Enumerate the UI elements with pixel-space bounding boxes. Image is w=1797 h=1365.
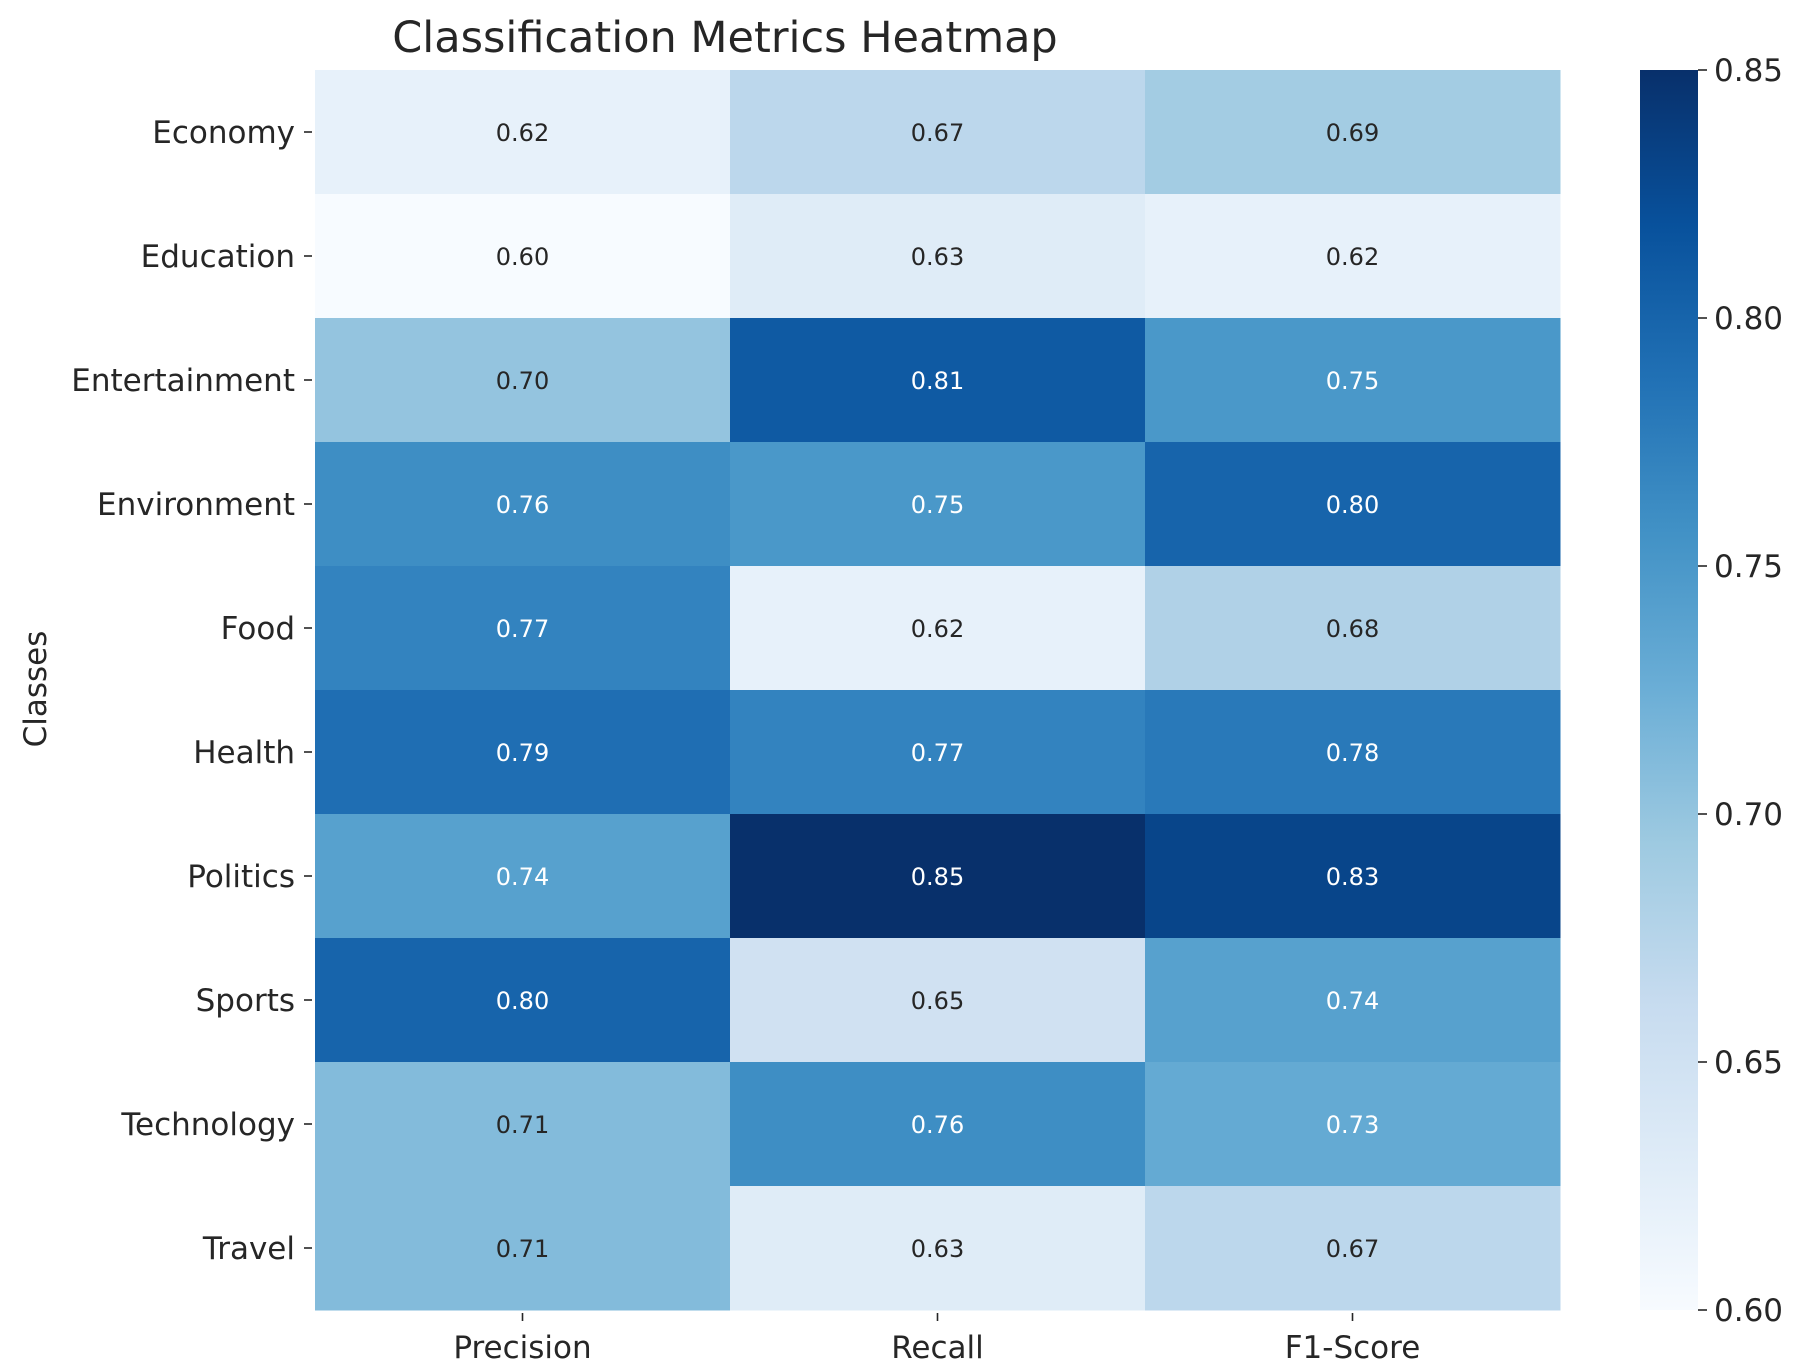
heatmap-cell-economy-precision xyxy=(315,70,731,195)
cell-value-sports-f1-score: 0.74 xyxy=(1326,987,1379,1015)
heatmap-cell-politics-precision xyxy=(315,814,731,939)
cell-value-travel-recall: 0.63 xyxy=(911,1235,964,1263)
cell-value-education-f1-score: 0.62 xyxy=(1326,243,1379,271)
y-tick-label-food: Food xyxy=(221,611,295,647)
heatmap-cell-environment-recall xyxy=(730,442,1146,567)
cell-value-politics-recall: 0.85 xyxy=(911,863,964,891)
cell-value-sports-precision: 0.80 xyxy=(496,987,549,1015)
y-tick-label-environment: Environment xyxy=(97,487,295,523)
cell-value-health-f1-score: 0.78 xyxy=(1326,739,1379,767)
cell-value-politics-f1-score: 0.83 xyxy=(1326,863,1379,891)
cell-value-technology-f1-score: 0.73 xyxy=(1326,1111,1379,1139)
heatmap-cell-technology-f1-score xyxy=(1145,1062,1561,1187)
heatmap-cell-entertainment-f1-score xyxy=(1145,318,1561,443)
cell-value-education-recall: 0.63 xyxy=(911,243,964,271)
y-tick-label-entertainment: Entertainment xyxy=(71,363,295,399)
heatmap-cell-food-precision xyxy=(315,566,731,691)
y-tick-label-travel: Travel xyxy=(202,1231,295,1267)
heatmap-cell-sports-recall xyxy=(730,938,1146,1063)
heatmap-cell-health-f1-score xyxy=(1145,690,1561,815)
heatmap-cell-education-recall xyxy=(730,194,1146,319)
heatmap-cell-health-recall xyxy=(730,690,1146,815)
cell-value-environment-f1-score: 0.80 xyxy=(1326,491,1379,519)
cell-value-health-precision: 0.79 xyxy=(496,739,549,767)
cell-value-travel-f1-score: 0.67 xyxy=(1326,1235,1379,1263)
heatmap-cell-technology-recall xyxy=(730,1062,1146,1187)
heatmap-cell-sports-precision xyxy=(315,938,731,1063)
cell-value-politics-precision: 0.74 xyxy=(496,863,549,891)
heatmap-cell-entertainment-precision xyxy=(315,318,731,443)
colorbar-tick-label: 0.85 xyxy=(1714,53,1783,89)
cell-value-health-recall: 0.77 xyxy=(911,739,964,767)
heatmap-cell-travel-precision xyxy=(315,1186,731,1311)
cell-value-entertainment-precision: 0.70 xyxy=(496,367,549,395)
cell-value-labels: 0.62 0.67 0.69 0.60 0.63 0.62 0.70 0.81 0.75 0.76… xyxy=(496,119,1379,1263)
heatmap-cell-entertainment-recall xyxy=(730,318,1146,443)
cell-value-travel-precision: 0.71 xyxy=(496,1235,549,1263)
cell-value-technology-precision: 0.71 xyxy=(496,1111,549,1139)
colorbar-tick-label: 0.70 xyxy=(1714,797,1783,833)
heatmap-cell-sports-f1-score xyxy=(1145,938,1561,1063)
y-tick-label-education: Education xyxy=(141,239,295,275)
heatmap-cell-education-f1-score xyxy=(1145,194,1561,319)
heatmap-cell-economy-f1-score xyxy=(1145,70,1561,195)
x-tick-label-precision: Precision xyxy=(453,1330,591,1365)
cell-value-entertainment-recall: 0.81 xyxy=(911,367,964,395)
heatmap-cell-food-f1-score xyxy=(1145,566,1561,691)
x-tick-label-recall: Recall xyxy=(891,1330,984,1365)
x-axis-ticks: Precision Recall F1-Score xyxy=(453,1313,1420,1365)
colorbar-scale xyxy=(1640,70,1698,1310)
colorbar-tick-label: 0.65 xyxy=(1714,1045,1783,1081)
heatmap-cell-education-precision xyxy=(315,194,731,319)
heatmap-cell-economy-recall xyxy=(730,70,1146,195)
cell-value-sports-recall: 0.65 xyxy=(911,987,964,1015)
y-axis-ticks: Economy Education Entertainment Environment… xyxy=(71,115,312,1267)
cell-value-environment-precision: 0.76 xyxy=(496,491,549,519)
colorbar: 0.60 0.65 0.70 0.75 0.80 0.85 xyxy=(1640,53,1783,1329)
x-tick-label-f1-score: F1-Score xyxy=(1285,1330,1421,1365)
y-tick-label-economy: Economy xyxy=(152,115,295,151)
y-tick-label-health: Health xyxy=(193,735,295,771)
cell-value-economy-recall: 0.67 xyxy=(911,119,964,147)
y-tick-label-technology: Technology xyxy=(120,1107,295,1143)
colorbar-tick-label: 0.80 xyxy=(1714,301,1783,337)
heatmap-cell-food-recall xyxy=(730,566,1146,691)
heatmap-cell-travel-recall xyxy=(730,1186,1146,1311)
heatmap-cell-politics-recall xyxy=(730,814,1146,939)
cell-value-food-precision: 0.77 xyxy=(496,615,549,643)
heatmap-cell-politics-f1-score xyxy=(1145,814,1561,939)
cell-value-food-recall: 0.62 xyxy=(911,615,964,643)
y-axis-label: Classes xyxy=(18,631,54,748)
cell-value-environment-recall: 0.75 xyxy=(911,491,964,519)
heatmap-cell-technology-precision xyxy=(315,1062,731,1187)
chart-title: Classification Metrics Heatmap xyxy=(392,13,1057,63)
y-tick-label-sports: Sports xyxy=(196,983,295,1019)
heatmap-cell-environment-f1-score xyxy=(1145,442,1561,567)
cell-value-food-f1-score: 0.68 xyxy=(1326,615,1379,643)
cell-value-education-precision: 0.60 xyxy=(496,243,549,271)
colorbar-tick-label: 0.75 xyxy=(1714,549,1783,585)
heatmap-cell-environment-precision xyxy=(315,442,731,567)
y-tick-label-politics: Politics xyxy=(187,859,295,895)
cell-value-economy-f1-score: 0.69 xyxy=(1326,119,1379,147)
colorbar-tick-label: 0.60 xyxy=(1714,1293,1783,1329)
cell-value-entertainment-f1-score: 0.75 xyxy=(1326,367,1379,395)
cell-value-economy-precision: 0.62 xyxy=(496,119,549,147)
cell-value-technology-recall: 0.76 xyxy=(911,1111,964,1139)
heatmap-cell-travel-f1-score xyxy=(1145,1186,1561,1311)
heatmap-cells xyxy=(315,70,1561,1311)
heatmap-cell-health-precision xyxy=(315,690,731,815)
